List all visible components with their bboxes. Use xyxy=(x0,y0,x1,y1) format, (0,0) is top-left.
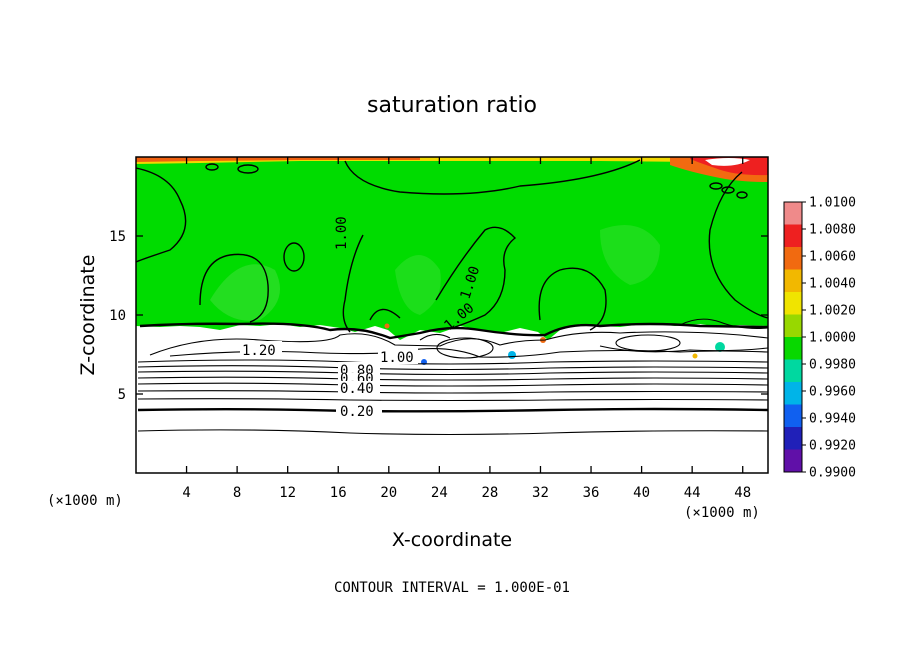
colorbar-swatch xyxy=(784,449,802,473)
colorbar-label: 1.0080 xyxy=(809,223,856,238)
x-tick-label: 8 xyxy=(233,485,241,501)
x-tick-label: 40 xyxy=(633,485,650,501)
y-tick-label: 10 xyxy=(109,308,126,324)
colorbar-label: 1.0100 xyxy=(809,196,856,211)
colorbar-label: 0.9940 xyxy=(809,412,856,427)
colorbar-label: 1.0040 xyxy=(809,277,856,292)
colorbar-swatch xyxy=(784,314,802,338)
colorbar-label: 0.9920 xyxy=(809,439,856,454)
contour-labels: 1.00 1.00 1.00 1.20 1.00 0.80 0.60 0.40 … xyxy=(240,216,483,420)
colorbar-label: 0.9960 xyxy=(809,385,856,400)
colorbar-swatch xyxy=(784,292,802,315)
x-tick-label: 24 xyxy=(431,485,448,501)
x-unit-label: (×1000 m) xyxy=(684,505,760,521)
x-tick-label: 36 xyxy=(583,485,600,501)
colorbar-swatch xyxy=(784,359,802,383)
contour-label: 1.00 xyxy=(334,216,350,250)
colorbar-label: 0.9900 xyxy=(809,466,856,481)
x-tick-label: 44 xyxy=(684,485,701,501)
x-tick-label: 28 xyxy=(481,485,498,501)
colorbar-swatch xyxy=(784,382,802,405)
x-tick-label: 32 xyxy=(532,485,549,501)
plot-area: 1.00 1.00 1.00 1.20 1.00 0.80 0.60 0.40 … xyxy=(136,157,768,473)
colorbar-label: 1.0020 xyxy=(809,304,856,319)
colorbar: 1.0100 1.0080 1.0060 1.0040 1.0020 1.0000 0.99… xyxy=(783,196,856,481)
x-tick-label: 12 xyxy=(279,485,296,501)
x-axis-label: X-coordinate xyxy=(392,529,512,551)
y-tick-label: 5 xyxy=(118,387,126,403)
contour-label: 0.20 xyxy=(340,404,374,420)
chart-title: saturation ratio xyxy=(367,93,537,118)
colorbar-swatch xyxy=(784,404,802,428)
y-tick-label: 15 xyxy=(109,229,126,245)
colorbar-label: 1.0000 xyxy=(809,331,856,346)
colorbar-swatch xyxy=(784,427,802,450)
colorbar-swatch xyxy=(784,337,802,360)
x-tick-label: 48 xyxy=(734,485,751,501)
colorbar-swatch xyxy=(784,224,802,248)
colorbar-label: 0.9980 xyxy=(809,358,856,373)
colorbar-swatch xyxy=(784,269,802,293)
colorbar-swatch xyxy=(784,202,802,225)
colorbar-swatch xyxy=(784,247,802,270)
y-axis: 5 10 15 xyxy=(109,229,768,403)
x-tick-label: 20 xyxy=(380,485,397,501)
x-tick-label: 16 xyxy=(330,485,347,501)
x-axis: 4 8 12 16 20 24 28 32 36 40 44 48 xyxy=(182,157,751,501)
colorbar-label: 1.0060 xyxy=(809,250,856,265)
x-tick-label: 4 xyxy=(182,485,190,501)
contour-label: 0.40 xyxy=(340,381,374,397)
contour-label: 1.00 xyxy=(380,350,414,366)
supersaturated-region xyxy=(136,157,768,340)
contour-lines xyxy=(136,159,768,333)
y-axis-label: Z-coordinate xyxy=(77,255,99,376)
contour-label: 1.20 xyxy=(242,343,276,359)
contour-interval-note: CONTOUR INTERVAL = 1.000E-01 xyxy=(334,580,570,596)
y-unit-label: (×1000 m) xyxy=(47,493,123,509)
